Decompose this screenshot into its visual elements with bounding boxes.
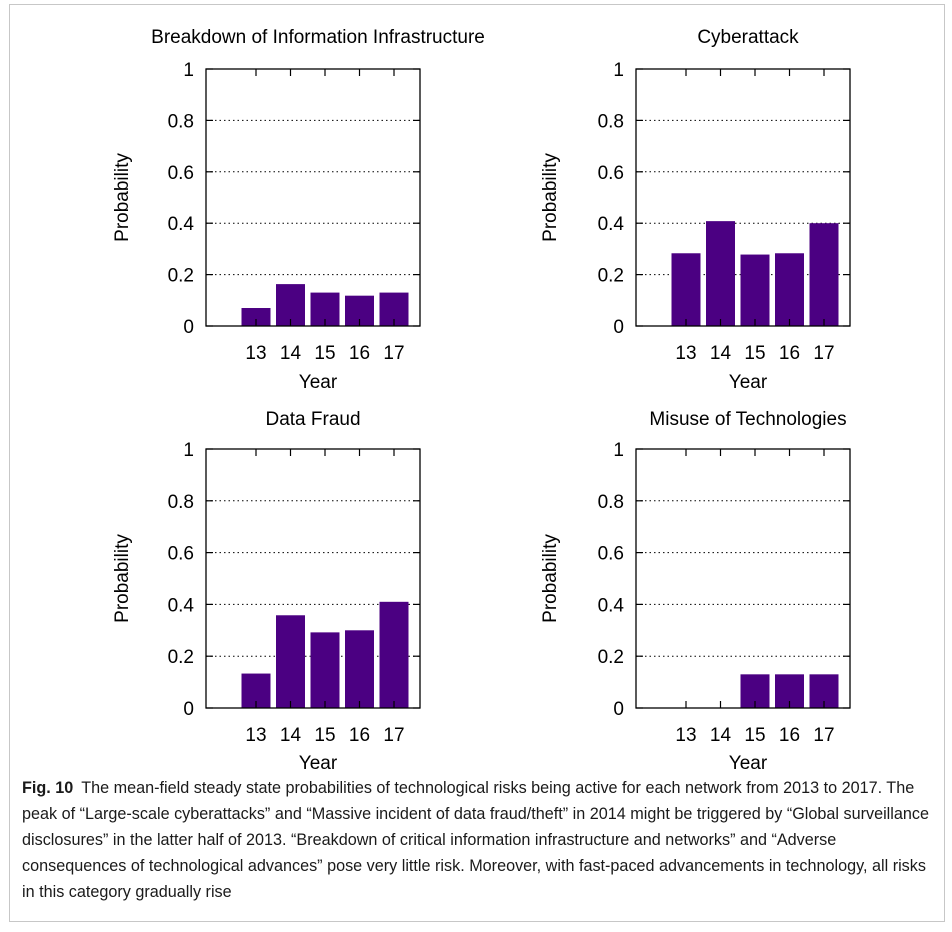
x-tick-label: 15 — [314, 343, 335, 364]
y-tick-label: 1 — [183, 60, 194, 81]
caption-text: The mean-field steady state probabilitie… — [22, 779, 929, 901]
y-tick-label: 0.8 — [168, 492, 194, 513]
y-tick-label: 0.6 — [168, 544, 194, 565]
x-tick-label: 16 — [349, 725, 370, 746]
x-tick-label: 16 — [779, 725, 800, 746]
x-tick-label: 14 — [280, 725, 302, 746]
y-tick-label: 0.4 — [598, 595, 625, 616]
caption-label: Fig. 10 — [22, 779, 74, 797]
y-axis-label: Probability — [112, 534, 133, 623]
x-tick-label: 15 — [744, 725, 765, 746]
y-tick-label: 0 — [183, 317, 194, 338]
bar-15 — [740, 254, 770, 326]
x-tick-label: 13 — [675, 343, 696, 364]
chart-panel-4: Misuse of Technologies 0 0.2 0.4 0.6 0.8 1 13 14… — [540, 409, 851, 774]
x-tick-label: 13 — [245, 725, 266, 746]
plot-frame — [635, 448, 851, 709]
chart-panel-1: Breakdown of Information Infrastructure 0… — [112, 27, 485, 393]
x-axis-label: Year — [729, 753, 768, 774]
y-tick-label: 0.8 — [598, 111, 624, 132]
chart-title: Misuse of Technologies — [649, 409, 846, 430]
y-tick-label: 1 — [613, 60, 624, 81]
y-tick-label: 0.4 — [598, 214, 625, 235]
y-tick-label: 0.4 — [168, 214, 195, 235]
y-tick-label: 0.2 — [598, 266, 624, 287]
chart-grid: Breakdown of Information Infrastructure 0… — [112, 27, 851, 774]
x-tick-label: 14 — [280, 343, 302, 364]
x-tick-label: 16 — [779, 343, 800, 364]
x-tick-label: 17 — [383, 343, 404, 364]
y-tick-label: 1 — [613, 440, 624, 461]
bar-13 — [671, 253, 701, 326]
y-tick-label: 0.2 — [168, 647, 194, 668]
plot-frame — [205, 448, 421, 709]
x-tick-label: 13 — [675, 725, 696, 746]
y-tick-label: 0.6 — [598, 544, 624, 565]
bar-13 — [241, 308, 271, 326]
bar-15 — [310, 632, 340, 708]
x-axis-label: Year — [729, 372, 768, 393]
y-tick-label: 0.4 — [168, 595, 195, 616]
y-tick-label: 0.6 — [168, 163, 194, 184]
x-axis-label: Year — [299, 372, 338, 393]
y-tick-label: 0 — [183, 699, 194, 720]
bar-17 — [809, 223, 839, 326]
y-tick-label: 0.2 — [598, 647, 624, 668]
chart-title: Data Fraud — [265, 409, 360, 430]
chart-title: Breakdown of Information Infrastructure — [151, 27, 485, 48]
y-tick-label: 0 — [613, 317, 624, 338]
x-tick-label: 14 — [710, 343, 732, 364]
chart-panel-3: Data Fraud 0 0.2 0.4 0.6 0.8 1 13 14 15 16 17 Probab… — [112, 409, 421, 774]
x-tick-label: 15 — [314, 725, 335, 746]
y-tick-label: 0.8 — [598, 492, 624, 513]
plot-frame — [205, 68, 421, 327]
y-tick-label: 0.2 — [168, 266, 194, 287]
x-tick-label: 15 — [744, 343, 765, 364]
y-tick-label: 0.8 — [168, 111, 194, 132]
x-axis-label: Year — [299, 753, 338, 774]
y-axis-label: Probability — [540, 534, 561, 623]
x-tick-label: 17 — [813, 725, 834, 746]
plot-frame — [635, 68, 851, 327]
x-tick-label: 14 — [710, 725, 732, 746]
bar-14 — [276, 615, 305, 708]
bar-16 — [775, 253, 804, 326]
x-tick-label: 16 — [349, 343, 370, 364]
y-tick-label: 1 — [183, 440, 194, 461]
y-tick-label: 0 — [613, 699, 624, 720]
x-tick-label: 17 — [813, 343, 834, 364]
x-tick-label: 13 — [245, 343, 266, 364]
bar-14 — [706, 221, 735, 326]
y-axis-label: Probability — [112, 153, 133, 242]
chart-title: Cyberattack — [697, 27, 799, 48]
y-axis-label: Probability — [540, 153, 561, 242]
bar-17 — [379, 601, 409, 708]
figure-caption: Fig. 10 The mean-field steady state proba… — [22, 775, 934, 905]
bar-16 — [345, 630, 374, 708]
x-tick-label: 17 — [383, 725, 404, 746]
figure-frame — [9, 4, 945, 922]
chart-panel-2: Cyberattack 0 0.2 0.4 0.6 0.8 1 13 14 15 16 17 Proba… — [540, 27, 851, 393]
y-tick-label: 0.6 — [598, 163, 624, 184]
